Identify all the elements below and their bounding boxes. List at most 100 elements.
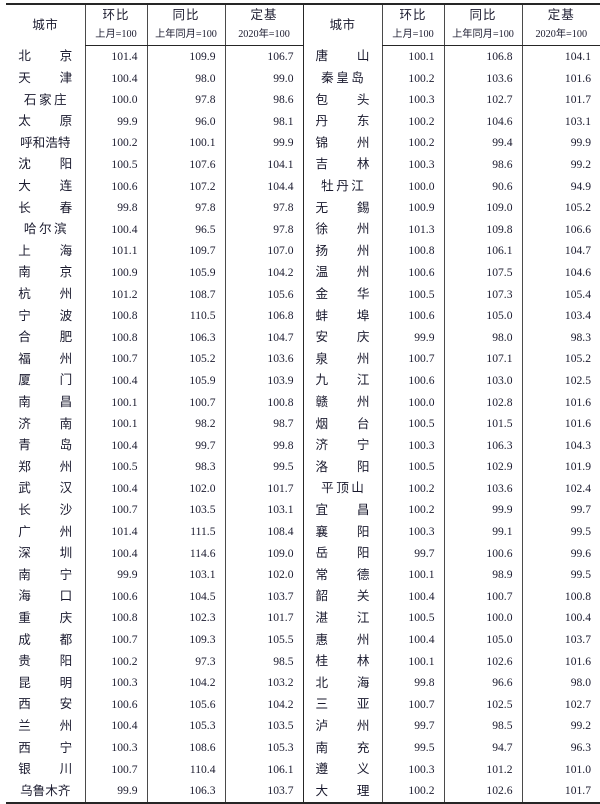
table-row: 福州 100.7 105.2 103.6 泉州 100.7 107.1 105.2 xyxy=(6,348,600,370)
value-yoy-left: 99.7 xyxy=(146,434,225,457)
value-mom-right: 100.3 xyxy=(381,89,444,111)
value-mom-left: 100.4 xyxy=(84,369,147,392)
header-base-yoy-right: 上年同月=100 xyxy=(443,26,522,46)
value-yoy-left: 104.2 xyxy=(146,672,225,694)
value-fixed-right: 105.2 xyxy=(521,348,600,370)
value-fixed-left: 104.2 xyxy=(224,693,303,716)
value-mom-right: 100.1 xyxy=(381,650,444,673)
city-label: 扬州 xyxy=(315,243,370,258)
value-mom-left: 99.9 xyxy=(84,110,147,133)
city-name-cell: 九江 xyxy=(302,369,382,392)
city-label: 南京 xyxy=(18,265,73,280)
city-label: 惠州 xyxy=(315,632,370,647)
header-base-yoy-left: 上年同月=100 xyxy=(146,26,225,46)
value-mom-left: 100.8 xyxy=(84,305,147,327)
city-label: 泉州 xyxy=(315,351,370,366)
city-label: 南充 xyxy=(315,740,370,755)
header-base-fixed-left: 2020年=100 xyxy=(224,26,303,46)
value-mom-right: 100.1 xyxy=(381,45,444,68)
value-fixed-left: 99.9 xyxy=(224,132,303,154)
value-yoy-right: 103.6 xyxy=(443,67,522,90)
value-mom-left: 100.8 xyxy=(84,607,147,630)
value-mom-left: 99.8 xyxy=(84,197,147,219)
value-mom-right: 100.3 xyxy=(381,758,444,781)
value-yoy-right: 102.8 xyxy=(443,391,522,414)
value-fixed-left: 99.0 xyxy=(224,67,303,90)
city-label: 北海 xyxy=(315,675,370,690)
city-label: 金华 xyxy=(315,287,370,302)
value-mom-right: 99.5 xyxy=(381,737,444,759)
city-name-cell: 吉林 xyxy=(302,153,382,176)
city-name-cell: 锦州 xyxy=(302,132,382,154)
value-fixed-left: 103.1 xyxy=(224,499,303,522)
value-yoy-left: 96.0 xyxy=(146,110,225,133)
city-name-cell: 沈阳 xyxy=(6,154,85,176)
city-name-cell: 上海 xyxy=(6,240,85,262)
city-name-cell: 秦皇岛 xyxy=(302,67,382,90)
value-yoy-right: 102.6 xyxy=(443,780,522,803)
value-mom-right: 100.5 xyxy=(381,413,444,435)
value-mom-right: 100.9 xyxy=(381,197,444,219)
value-fixed-right: 98.3 xyxy=(521,326,600,349)
value-fixed-right: 101.7 xyxy=(521,780,600,803)
city-name-cell: 石家庄 xyxy=(6,89,85,111)
value-mom-left: 100.2 xyxy=(84,650,147,673)
city-name-cell: 惠州 xyxy=(302,629,382,651)
city-name-cell: 蚌埠 xyxy=(302,305,382,327)
value-yoy-left: 98.3 xyxy=(146,456,225,478)
table-row: 成都 100.7 109.3 105.5 惠州 100.4 105.0 103.7 xyxy=(6,629,600,651)
value-fixed-left: 108.4 xyxy=(224,521,303,543)
table-row: 石家庄 100.0 97.8 98.6 包头 100.3 102.7 101.7 xyxy=(6,89,600,111)
city-label: 蚌埠 xyxy=(315,308,370,323)
value-yoy-right: 100.6 xyxy=(443,542,522,565)
value-mom-left: 100.4 xyxy=(84,434,147,457)
value-yoy-left: 98.2 xyxy=(146,413,225,435)
value-mom-left: 100.6 xyxy=(84,585,147,608)
value-yoy-right: 102.7 xyxy=(443,89,522,111)
value-mom-right: 100.2 xyxy=(381,477,444,500)
table-row: 西安 100.6 105.6 104.2 三亚 100.7 102.5 102.7 xyxy=(6,693,600,716)
city-name-cell: 广州 xyxy=(6,521,85,543)
value-mom-left: 99.9 xyxy=(84,564,147,586)
city-name-cell: 西宁 xyxy=(6,737,85,759)
city-label: 天津 xyxy=(18,71,73,86)
city-label: 西宁 xyxy=(18,740,73,755)
value-mom-right: 100.6 xyxy=(381,369,444,392)
value-fixed-left: 109.0 xyxy=(224,542,303,565)
city-label: 合肥 xyxy=(18,330,73,345)
value-fixed-left: 98.6 xyxy=(224,89,303,111)
city-name-cell: 济宁 xyxy=(302,434,382,457)
value-fixed-right: 99.9 xyxy=(521,132,600,154)
city-label: 福州 xyxy=(18,351,73,366)
value-fixed-right: 101.6 xyxy=(521,391,600,414)
city-label: 九江 xyxy=(315,373,370,388)
value-yoy-left: 108.7 xyxy=(146,283,225,306)
header-group-fixed-left: 定基 xyxy=(224,4,303,26)
table-row: 重庆 100.8 102.3 101.7 湛江 100.5 100.0 100.4 xyxy=(6,607,600,630)
value-mom-left: 101.4 xyxy=(84,45,147,68)
value-mom-left: 100.2 xyxy=(84,132,147,154)
value-yoy-left: 97.3 xyxy=(146,650,225,673)
value-yoy-right: 94.7 xyxy=(443,737,522,759)
value-yoy-right: 105.0 xyxy=(443,629,522,651)
city-label: 三亚 xyxy=(315,697,370,712)
city-label: 青岛 xyxy=(18,438,73,453)
value-fixed-left: 104.1 xyxy=(224,153,303,176)
city-label: 昆明 xyxy=(18,675,73,690)
city-label: 常德 xyxy=(315,567,370,582)
value-fixed-right: 104.7 xyxy=(521,240,600,262)
value-yoy-left: 105.2 xyxy=(146,348,225,370)
header-base-fixed-right: 2020年=100 xyxy=(521,26,600,46)
value-yoy-left: 96.5 xyxy=(146,218,225,241)
value-mom-left: 100.7 xyxy=(84,348,147,370)
value-yoy-left: 100.7 xyxy=(146,391,225,414)
city-label: 重庆 xyxy=(18,610,73,625)
value-yoy-right: 98.0 xyxy=(443,326,522,349)
city-name-cell: 兰州 xyxy=(6,715,85,737)
city-label: 深圳 xyxy=(18,546,73,561)
value-yoy-right: 106.8 xyxy=(443,45,522,68)
city-label: 包头 xyxy=(315,92,370,107)
value-mom-right: 100.6 xyxy=(381,305,444,327)
city-label: 兰州 xyxy=(18,718,73,733)
value-mom-left: 100.4 xyxy=(84,67,147,90)
